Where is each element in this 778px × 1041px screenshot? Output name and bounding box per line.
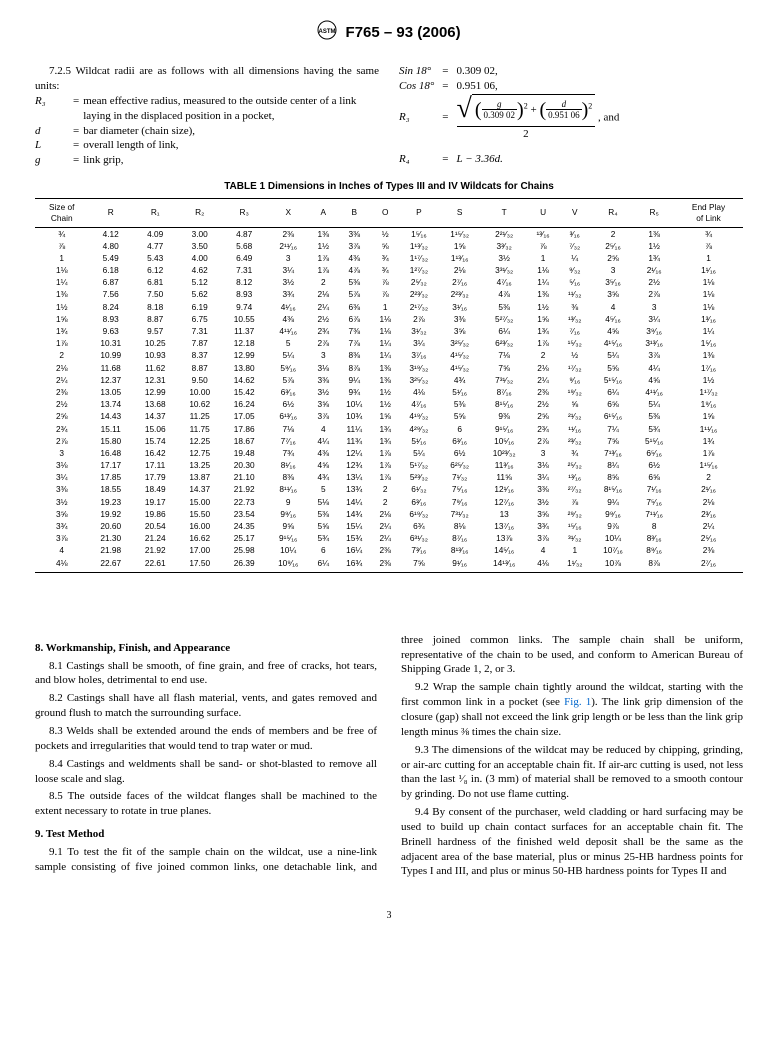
table-col-header: R₅ — [634, 198, 674, 227]
def-symbol: R₃ — [35, 94, 73, 124]
table-row: 1½8.248.186.199.744¹⁄₁₆2¼6⅜12¹⁷⁄₃₂3¹⁄₁₆5… — [35, 301, 743, 313]
def-symbol: L — [35, 138, 73, 153]
para-9-3: 9.3 The dimensions of the wildcat may be… — [401, 743, 743, 802]
para-9-2: 9.2 Wrap the sample chain tightly around… — [401, 680, 743, 739]
table-col-header: B — [337, 198, 372, 227]
clause-725: 7.2.5 Wildcat radii are as follows with … — [35, 64, 379, 94]
table-row: 210.9910.938.3712.995¼38⅜1¼3⁷⁄₁₆4¹⁵⁄₃₂7⅛… — [35, 350, 743, 362]
table-col-header: R₂ — [177, 198, 221, 227]
para-8-2: 8.2 Castings shall have all flash materi… — [35, 691, 377, 721]
table-row: 2½13.7413.6810.6216.246½3⅝10¼1½4⁷⁄₁₆5⅜8¹… — [35, 399, 743, 411]
table-col-header: P — [398, 198, 439, 227]
table-col-header: V — [558, 198, 592, 227]
page-number: 3 — [35, 909, 743, 923]
table-col-header: S — [439, 198, 480, 227]
table-row: 1¾9.639.577.3111.374¹¹⁄₁₆2¾7⅜1⅛3¹⁄₃₂3⅝6¼… — [35, 326, 743, 338]
table-col-header: R — [88, 198, 132, 227]
top-left-col: 7.2.5 Wildcat radii are as follows with … — [35, 64, 379, 168]
table1-dimensions: Size ofChainRR₁R₂R₃XABOPSTUVR₄R₅End Play… — [35, 198, 743, 573]
table-row: 3¼17.8517.7913.8721.108⅜4¾13¼1⅞5²³⁄₃₂7¹⁄… — [35, 472, 743, 484]
body-two-column: 8. Workmanship, Finish, and Appearance 8… — [35, 633, 743, 880]
table-row: 3¾20.6020.5416.0024.359⅝5⅝15¼2¼6¾8⅛13⁷⁄₁… — [35, 521, 743, 533]
table-row: 2⅛11.6811.628.8713.805⁹⁄₁₆3⅛8⅞1⅜3¹⁹⁄₃₂4¹… — [35, 362, 743, 374]
definition-list: R₃=mean effective radius, measured to th… — [35, 94, 379, 168]
table-row: 3⅝19.9219.8615.5023.549⁹⁄₁₆5⅜14¾2⅛6¹⁹⁄₃₂… — [35, 508, 743, 520]
para-8-5: 8.5 The outside faces of the wildcat fla… — [35, 789, 377, 819]
section-8-title: 8. Workmanship, Finish, and Appearance — [35, 641, 377, 656]
table-row: 316.4816.4212.7519.487¾4⅜12¼1⅞5¼6½10²³⁄₃… — [35, 447, 743, 459]
table-col-header: R₁ — [133, 198, 177, 227]
def-text: bar diameter (chain size), — [83, 124, 379, 139]
table-col-header: X — [266, 198, 310, 227]
para-8-3: 8.3 Welds shall be extended around the e… — [35, 724, 377, 754]
table-row: 1⅛6.186.124.627.313¼1⅞4⅞¾1²⁷⁄₃₂2⅛3³¹⁄₃₂1… — [35, 265, 743, 277]
def-text: mean effective radius, measured to the o… — [83, 94, 379, 124]
table-row: 2⅝14.4314.3711.2517.056¹³⁄₁₆3⅞10¾1⅝4¹⁹⁄₃… — [35, 411, 743, 423]
table-row: 1⅝8.938.876.7510.554⅜2½6⅞1⅛2⅞3⅜5²⁷⁄₃₂1⅝¹… — [35, 313, 743, 325]
table-row: 1¼6.876.815.128.123½25⅜⅞2⁵⁄₃₂2⁷⁄₁₆4⁷⁄₁₆1… — [35, 277, 743, 289]
standard-number: F765 – 93 (2006) — [346, 24, 461, 41]
table-row: 4⅛22.6722.6117.5026.3910⁹⁄₁₆6¼16¾2⅜7⅝9¹⁄… — [35, 557, 743, 572]
table-row: 3⅛17.1717.1113.2520.308¹⁄₁₆4⅝12¾1⅞5¹⁷⁄₃₂… — [35, 460, 743, 472]
table-row: 2¾15.1115.0611.7517.867⅛411¼1¾4²⁹⁄₃₂69¹⁵… — [35, 423, 743, 435]
top-two-column: 7.2.5 Wildcat radii are as follows with … — [35, 64, 743, 168]
table-col-header: R₄ — [592, 198, 635, 227]
table-row: 3⅜18.5518.4914.3721.928¹¹⁄₁₆513¾26¹⁄₃₂7⁵… — [35, 484, 743, 496]
top-right-col: Sin 18°=0.309 02, Cos 18°=0.951 06, R₃ =… — [399, 64, 743, 168]
table-row: 1⅜7.567.505.628.933¾2⅛5⅞⅞2²³⁄₃₂2²³⁄₃₂4⅞1… — [35, 289, 743, 301]
table-row: 2¼12.3712.319.5014.625⅞3⅜9¼1⅜3²⁵⁄₃₂4¾7³¹… — [35, 374, 743, 386]
trig-equations: Sin 18°=0.309 02, Cos 18°=0.951 06, R₃ =… — [399, 64, 627, 166]
table-row: ⅞4.804.773.505.682¹¹⁄₁₆1½3⅞⅝1¹³⁄₃₂1⅝3³⁄₃… — [35, 240, 743, 252]
table1-caption: TABLE 1 Dimensions in Inches of Types II… — [35, 180, 743, 194]
para-9-4: 9.4 By consent of the purchaser, weld cl… — [401, 805, 743, 879]
table-row: 2⅞15.8015.7412.2518.677⁷⁄₁₆4¼11¾1¾5¹⁄₁₆6… — [35, 435, 743, 447]
def-text: link grip, — [83, 153, 379, 168]
para-8-1: 8.1 Castings shall be smooth, of fine gr… — [35, 659, 377, 689]
fig1-link[interactable]: Fig. 1 — [564, 696, 591, 708]
para-8-4: 8.4 Castings and weldments shall be sand… — [35, 757, 377, 787]
table-body: ¾4.124.093.004.872⅜1⅜3⅜½1⁵⁄₁₆1¹⁵⁄₃₂2²¹⁄₃… — [35, 228, 743, 573]
table-col-header: R₃ — [222, 198, 266, 227]
def-symbol: g — [35, 153, 73, 168]
section-9-title: 9. Test Method — [35, 827, 377, 842]
table-col-header: A — [310, 198, 336, 227]
standard-header: ASTM F765 – 93 (2006) — [35, 20, 743, 46]
table-row: 1⅞10.3110.257.8712.1852⅞7⅞1¼3¼3²⁵⁄₃₂6²³⁄… — [35, 338, 743, 350]
svg-text:ASTM: ASTM — [319, 29, 336, 35]
table-row: 421.9821.9217.0025.9810¼616¼2⅜7³⁄₁₆8¹³⁄₁… — [35, 545, 743, 557]
table-col-header: End Playof Link — [674, 198, 743, 227]
table-row: 3⅞21.3021.2416.6225.179¹⁵⁄₁₆5¾15¾2¼6³¹⁄₃… — [35, 533, 743, 545]
table-row: 2⅜13.0512.9910.0015.426³⁄₁₆3½9¾1½4⅛5¹⁄₁₆… — [35, 386, 743, 398]
table-header-row: Size ofChainRR₁R₂R₃XABOPSTUVR₄R₅End Play… — [35, 198, 743, 227]
r3-formula: √ g0.309 022 + d0.951 062 2 , and — [457, 94, 628, 142]
table-col-header: O — [372, 198, 398, 227]
table-col-header: Size ofChain — [35, 198, 88, 227]
table-row: ¾4.124.093.004.872⅜1⅜3⅜½1⁵⁄₁₆1¹⁵⁄₃₂2²¹⁄₃… — [35, 228, 743, 241]
table-col-header: U — [528, 198, 557, 227]
def-symbol: d — [35, 124, 73, 139]
table-row: 3½19.2319.1715.0022.7395⅛14¼26³⁄₁₆7⁹⁄₁₆1… — [35, 496, 743, 508]
astm-logo: ASTM — [317, 20, 337, 46]
table-col-header: T — [480, 198, 528, 227]
def-text: overall length of link, — [83, 138, 379, 153]
table-row: 15.495.434.006.4931⅞4⅜¾1¹⁷⁄₃₂1¹³⁄₁₆3½1¼2… — [35, 252, 743, 264]
